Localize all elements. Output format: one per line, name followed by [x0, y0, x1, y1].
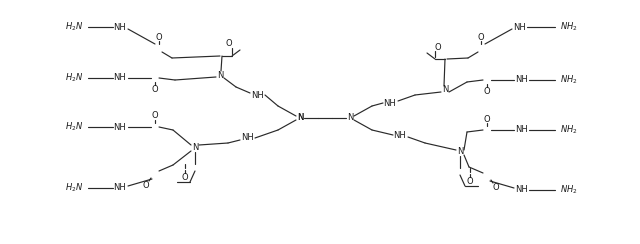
Text: N: N	[347, 113, 353, 122]
Text: N: N	[297, 113, 303, 122]
Text: NH: NH	[394, 131, 406, 140]
Text: N: N	[217, 71, 223, 80]
Text: $NH_2$: $NH_2$	[560, 21, 578, 33]
Text: NH: NH	[242, 133, 254, 142]
Text: N: N	[457, 148, 463, 156]
Text: $NH_2$: $NH_2$	[560, 74, 578, 86]
Text: O: O	[477, 32, 484, 41]
Text: $NH_2$: $NH_2$	[560, 124, 578, 136]
Text: O: O	[493, 183, 499, 192]
Text: NH: NH	[383, 99, 396, 108]
Text: NH: NH	[114, 183, 126, 193]
Text: $H_2N$: $H_2N$	[65, 182, 83, 194]
Text: NH: NH	[114, 22, 126, 31]
Text: O: O	[156, 32, 163, 41]
Text: O: O	[467, 176, 474, 185]
Text: O: O	[226, 40, 232, 49]
Text: NH: NH	[516, 185, 529, 194]
Text: O: O	[484, 114, 490, 123]
Text: N: N	[297, 113, 303, 122]
Text: NH: NH	[516, 75, 529, 84]
Text: $H_2N$: $H_2N$	[65, 21, 83, 33]
Text: NH: NH	[516, 125, 529, 134]
Text: NH: NH	[114, 73, 126, 82]
Text: O: O	[182, 173, 188, 182]
Text: O: O	[152, 84, 158, 93]
Text: O: O	[143, 181, 149, 190]
Text: O: O	[435, 42, 442, 51]
Text: $NH_2$: $NH_2$	[560, 184, 578, 196]
Text: $H_2N$: $H_2N$	[65, 72, 83, 84]
Text: N: N	[442, 85, 448, 94]
Text: NH: NH	[114, 122, 126, 132]
Text: NH: NH	[252, 91, 264, 100]
Text: O: O	[484, 87, 490, 95]
Text: N: N	[192, 143, 198, 152]
Text: O: O	[152, 112, 158, 121]
Text: $H_2N$: $H_2N$	[65, 121, 83, 133]
Text: NH: NH	[514, 22, 526, 31]
